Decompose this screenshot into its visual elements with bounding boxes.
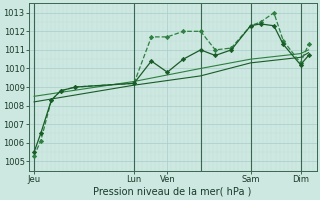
X-axis label: Pression niveau de la mer( hPa ): Pression niveau de la mer( hPa ) [93, 187, 252, 197]
